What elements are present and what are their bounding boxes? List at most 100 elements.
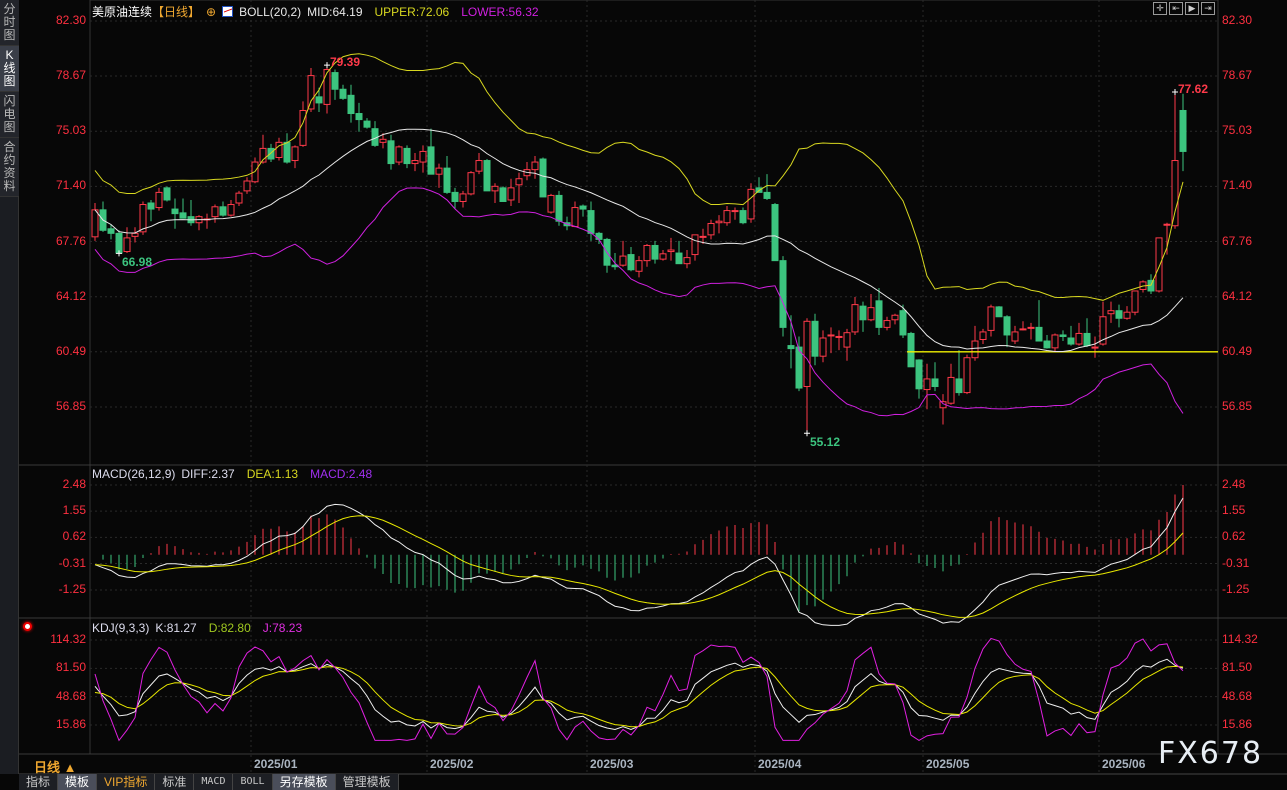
candle-body (283, 141, 291, 163)
boll-chart-icon[interactable] (222, 6, 234, 17)
candle (939, 394, 947, 425)
toolbar-tab-2[interactable]: VIP指标 (97, 774, 156, 790)
sidebar-tab-3[interactable]: 合约资料 (0, 138, 19, 197)
candle-body (691, 234, 699, 256)
play-forward-icon[interactable]: ▶ (1185, 2, 1199, 15)
candle-body (507, 187, 515, 201)
candle (107, 224, 115, 240)
candle-body (1019, 328, 1027, 331)
kdj-tick-left: 114.32 (50, 632, 86, 646)
candle-body (739, 210, 747, 224)
candle (875, 287, 883, 335)
boll-upper-line (94, 53, 1184, 301)
candle (803, 318, 811, 434)
toolbar-tab-1[interactable]: 模板 (58, 774, 98, 790)
toolbar-tab-4[interactable]: MACD (194, 774, 234, 790)
kdj-tick-left: 81.50 (55, 660, 86, 675)
candle (947, 363, 955, 405)
toolbar-tab-6[interactable]: 另存模板 (272, 774, 336, 790)
boll-lower: LOWER:56.32 (461, 4, 539, 19)
candle (883, 316, 891, 331)
price-tick-right: 60.49 (1222, 343, 1253, 358)
candle-body (859, 305, 867, 321)
candle (403, 145, 411, 169)
kdj-tick-right: 15.86 (1222, 717, 1253, 731)
candle-body (131, 232, 139, 237)
toolbar-tab-0[interactable]: 指标 (19, 774, 59, 790)
bottom-toolbar: 指标 模板 VIP指标 标准 MACD BOLL 另存模板 管理模板 (19, 774, 399, 790)
date-label: 2025/03 (590, 757, 634, 771)
candle (915, 359, 923, 399)
kdj-d-line (94, 665, 1184, 728)
candle (275, 137, 283, 161)
jump-to-end-icon[interactable]: ⇥ (1201, 2, 1215, 15)
candle (123, 227, 131, 254)
candle (1091, 336, 1099, 358)
price-tick-right: 75.03 (1222, 123, 1253, 138)
zoom-in-range-icon[interactable]: ⇤ (1169, 2, 1183, 15)
candle (571, 201, 579, 228)
candle-body (315, 96, 323, 104)
candle (179, 198, 187, 219)
candle-body (147, 202, 155, 210)
macd-tick-left: -1.25 (58, 582, 86, 596)
candle-body (987, 306, 995, 331)
candle-body (1131, 290, 1139, 313)
candle (131, 227, 139, 243)
candle (675, 240, 683, 265)
candle (507, 178, 515, 207)
sidebar-tab-0[interactable]: 分时图 (0, 0, 19, 46)
candle-body (931, 378, 939, 388)
candle-body (339, 88, 347, 99)
candle-body (707, 222, 715, 236)
candle-body (747, 188, 755, 220)
candle (1051, 333, 1059, 352)
candle (811, 313, 819, 366)
instrument-title: 美原油连续 (92, 5, 153, 19)
candle (291, 145, 299, 169)
candle (387, 134, 395, 170)
toolbar-tab-3[interactable]: 标准 (155, 774, 195, 790)
chart-tools: ✛ ⇤ ▶ ⇥ (1153, 2, 1215, 15)
candle-body (91, 209, 99, 238)
candle-body (267, 147, 275, 160)
candle-body (667, 249, 675, 253)
view-sidebar: 分时图 K线图 闪电图 合约资料 (0, 0, 19, 774)
candle (955, 350, 963, 396)
kdj-legend: KDJ(9,3,3) K:81.27 D:82.80 J:78.23 (92, 621, 302, 635)
candle-body (795, 346, 803, 389)
candle (499, 186, 507, 202)
period-selector[interactable]: 日线 ▲ (34, 760, 77, 775)
candle (1099, 301, 1107, 346)
candle-body (971, 340, 979, 359)
sidebar-tab-1[interactable]: K线图 (0, 46, 19, 92)
macd-dea: DEA:1.13 (246, 467, 299, 481)
sidebar-tab-2[interactable]: 闪电图 (0, 92, 19, 138)
candle-body (451, 191, 459, 202)
toolbar-tab-7[interactable]: 管理模板 (335, 774, 399, 790)
price-tick-left: 82.30 (55, 13, 86, 27)
candle-body (1107, 310, 1115, 315)
candle (683, 250, 691, 269)
candle-body (771, 204, 779, 262)
toolbar-tab-5[interactable]: BOLL (233, 774, 273, 790)
candle (963, 354, 971, 395)
candle-body (443, 167, 451, 193)
boll-label: BOLL(20,2) (239, 4, 302, 19)
candle-body (459, 193, 467, 202)
candle (411, 152, 419, 172)
price-tick-left: 64.12 (55, 288, 86, 303)
crosshair-icon[interactable]: ✛ (1153, 2, 1167, 15)
boll-mid: MID:64.19 (307, 4, 363, 19)
candle-body (1099, 316, 1107, 345)
add-indicator-icon[interactable]: ⊕ (206, 4, 217, 19)
candle (819, 330, 827, 363)
kdj-k: K:81.27 (155, 621, 197, 635)
price-tick-left: 75.03 (55, 123, 86, 138)
candle (1075, 322, 1083, 346)
candle-body (155, 191, 163, 209)
kdj-settings-icon[interactable] (23, 622, 32, 631)
macd-tick-right: 1.55 (1222, 503, 1246, 518)
candle (1123, 306, 1131, 320)
